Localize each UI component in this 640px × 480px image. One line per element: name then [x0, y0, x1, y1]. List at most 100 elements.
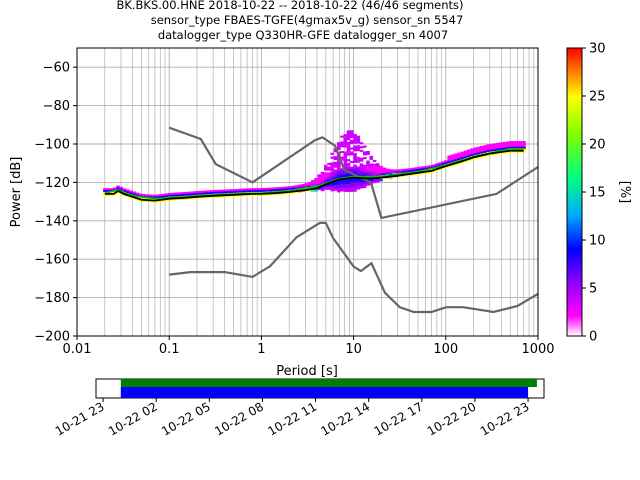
heatmap-cell — [168, 198, 172, 201]
heatmap-cell — [424, 171, 429, 174]
heatmap-cell — [203, 190, 208, 193]
heatmap-cell — [138, 197, 143, 200]
heatmap-cell — [285, 188, 289, 191]
heatmap-cell — [382, 167, 387, 170]
heatmap-cell — [148, 200, 153, 203]
heatmap-cell — [336, 142, 341, 145]
heatmap-cell — [259, 188, 263, 191]
heatmap-cell — [353, 183, 357, 186]
heatmap-cell — [414, 172, 419, 176]
heatmap-cell — [408, 170, 413, 173]
heatmap-cell — [512, 144, 516, 148]
heatmap-cell — [135, 192, 140, 195]
heatmap-cell — [346, 147, 351, 150]
heatmap-cell — [142, 199, 146, 202]
heatmap-cell — [460, 155, 465, 158]
heatmap-cell — [362, 166, 367, 169]
heatmap-cell — [499, 151, 503, 155]
heatmap-cell — [343, 141, 348, 144]
colorbar-tick-label: 20 — [589, 138, 606, 153]
heatmap-cell — [434, 165, 439, 168]
heatmap-cell — [356, 145, 361, 148]
heatmap-cell — [333, 157, 338, 161]
heatmap-cell — [398, 171, 403, 174]
heatmap-cell — [145, 194, 149, 197]
heatmap-cell — [340, 158, 344, 161]
heatmap-cell — [483, 148, 487, 152]
heatmap-cell — [473, 151, 478, 154]
heatmap-cell — [463, 150, 468, 153]
heatmap-cell — [362, 145, 367, 148]
heatmap-cell — [450, 154, 455, 157]
heatmap-cell — [362, 185, 367, 189]
heatmap-cell — [330, 185, 335, 188]
heatmap-cell — [197, 190, 201, 193]
heatmap-cell — [343, 151, 348, 154]
heatmap-cell — [333, 175, 338, 178]
heatmap-cell — [330, 175, 335, 178]
heatmap-cell — [207, 192, 211, 195]
timeline-tick-label: 10-22 20 — [425, 399, 479, 438]
heatmap-cell — [466, 159, 471, 162]
heatmap-cell — [476, 150, 481, 153]
heatmap-cell — [395, 169, 400, 172]
heatmap-cell — [447, 155, 452, 158]
chart-title-line-1: BK.BKS.00.HNE 2018-10-22 -- 2018-10-22 (… — [116, 0, 463, 12]
heatmap-cell — [343, 155, 348, 158]
heatmap-cell — [349, 160, 354, 164]
heatmap-cell — [125, 189, 130, 192]
heatmap-cell — [343, 153, 348, 156]
heatmap-cell — [324, 166, 328, 169]
heatmap-cell — [336, 182, 341, 185]
heatmap-cell — [220, 195, 224, 198]
heatmap-cell — [346, 162, 351, 166]
heatmap-cell — [103, 193, 107, 196]
heatmap-cell — [359, 186, 364, 189]
heatmap-cell — [522, 146, 526, 149]
heatmap-cell — [356, 149, 361, 152]
heatmap-cell — [408, 173, 413, 176]
heatmap-cell — [434, 163, 439, 166]
heatmap-cell — [362, 172, 367, 175]
heatmap-cell — [109, 193, 114, 196]
heatmap-cell — [356, 183, 361, 186]
heatmap-cell — [129, 196, 133, 199]
heatmap-cell — [466, 153, 471, 156]
heatmap-cell — [359, 178, 364, 181]
heatmap-cell — [320, 173, 325, 176]
colorbar-ticks: 0 5 10 15 20 25 30 — [582, 42, 606, 345]
heatmap-cell — [492, 143, 497, 146]
heatmap-cell — [174, 192, 179, 195]
heatmap-cell — [340, 143, 344, 146]
heatmap-cell — [353, 187, 357, 190]
heatmap-cell — [340, 170, 344, 173]
heatmap-cell — [333, 165, 338, 168]
heatmap-cell — [181, 197, 185, 200]
heatmap-cell — [382, 169, 387, 172]
colorbar-label: [%] — [617, 181, 632, 204]
heatmap-cell — [359, 180, 364, 183]
psd-used-bar — [120, 387, 529, 398]
heatmap-cell — [496, 144, 500, 147]
heatmap-cell — [177, 194, 182, 197]
heatmap-cell — [343, 187, 348, 190]
heatmap-cell — [330, 164, 335, 167]
heatmap-cell — [346, 136, 351, 139]
heatmap-cell — [190, 193, 195, 196]
heatmap-cell — [505, 151, 510, 154]
heatmap-cell — [164, 193, 169, 196]
heatmap-cell — [483, 145, 487, 148]
heatmap-cell — [112, 187, 117, 190]
y-tick-label: −200 — [34, 330, 70, 345]
heatmap-cell — [229, 191, 234, 194]
heatmap-cell — [496, 146, 500, 149]
y-tick-label: −120 — [34, 176, 70, 191]
heatmap-cell — [207, 196, 211, 199]
heatmap-cell — [483, 147, 487, 150]
heatmap-cell — [353, 164, 357, 167]
heatmap-cell — [463, 160, 468, 163]
heatmap-cell — [505, 143, 510, 146]
heatmap-cell — [408, 168, 413, 171]
heatmap-cell — [132, 191, 136, 194]
heatmap-cell — [301, 183, 305, 187]
